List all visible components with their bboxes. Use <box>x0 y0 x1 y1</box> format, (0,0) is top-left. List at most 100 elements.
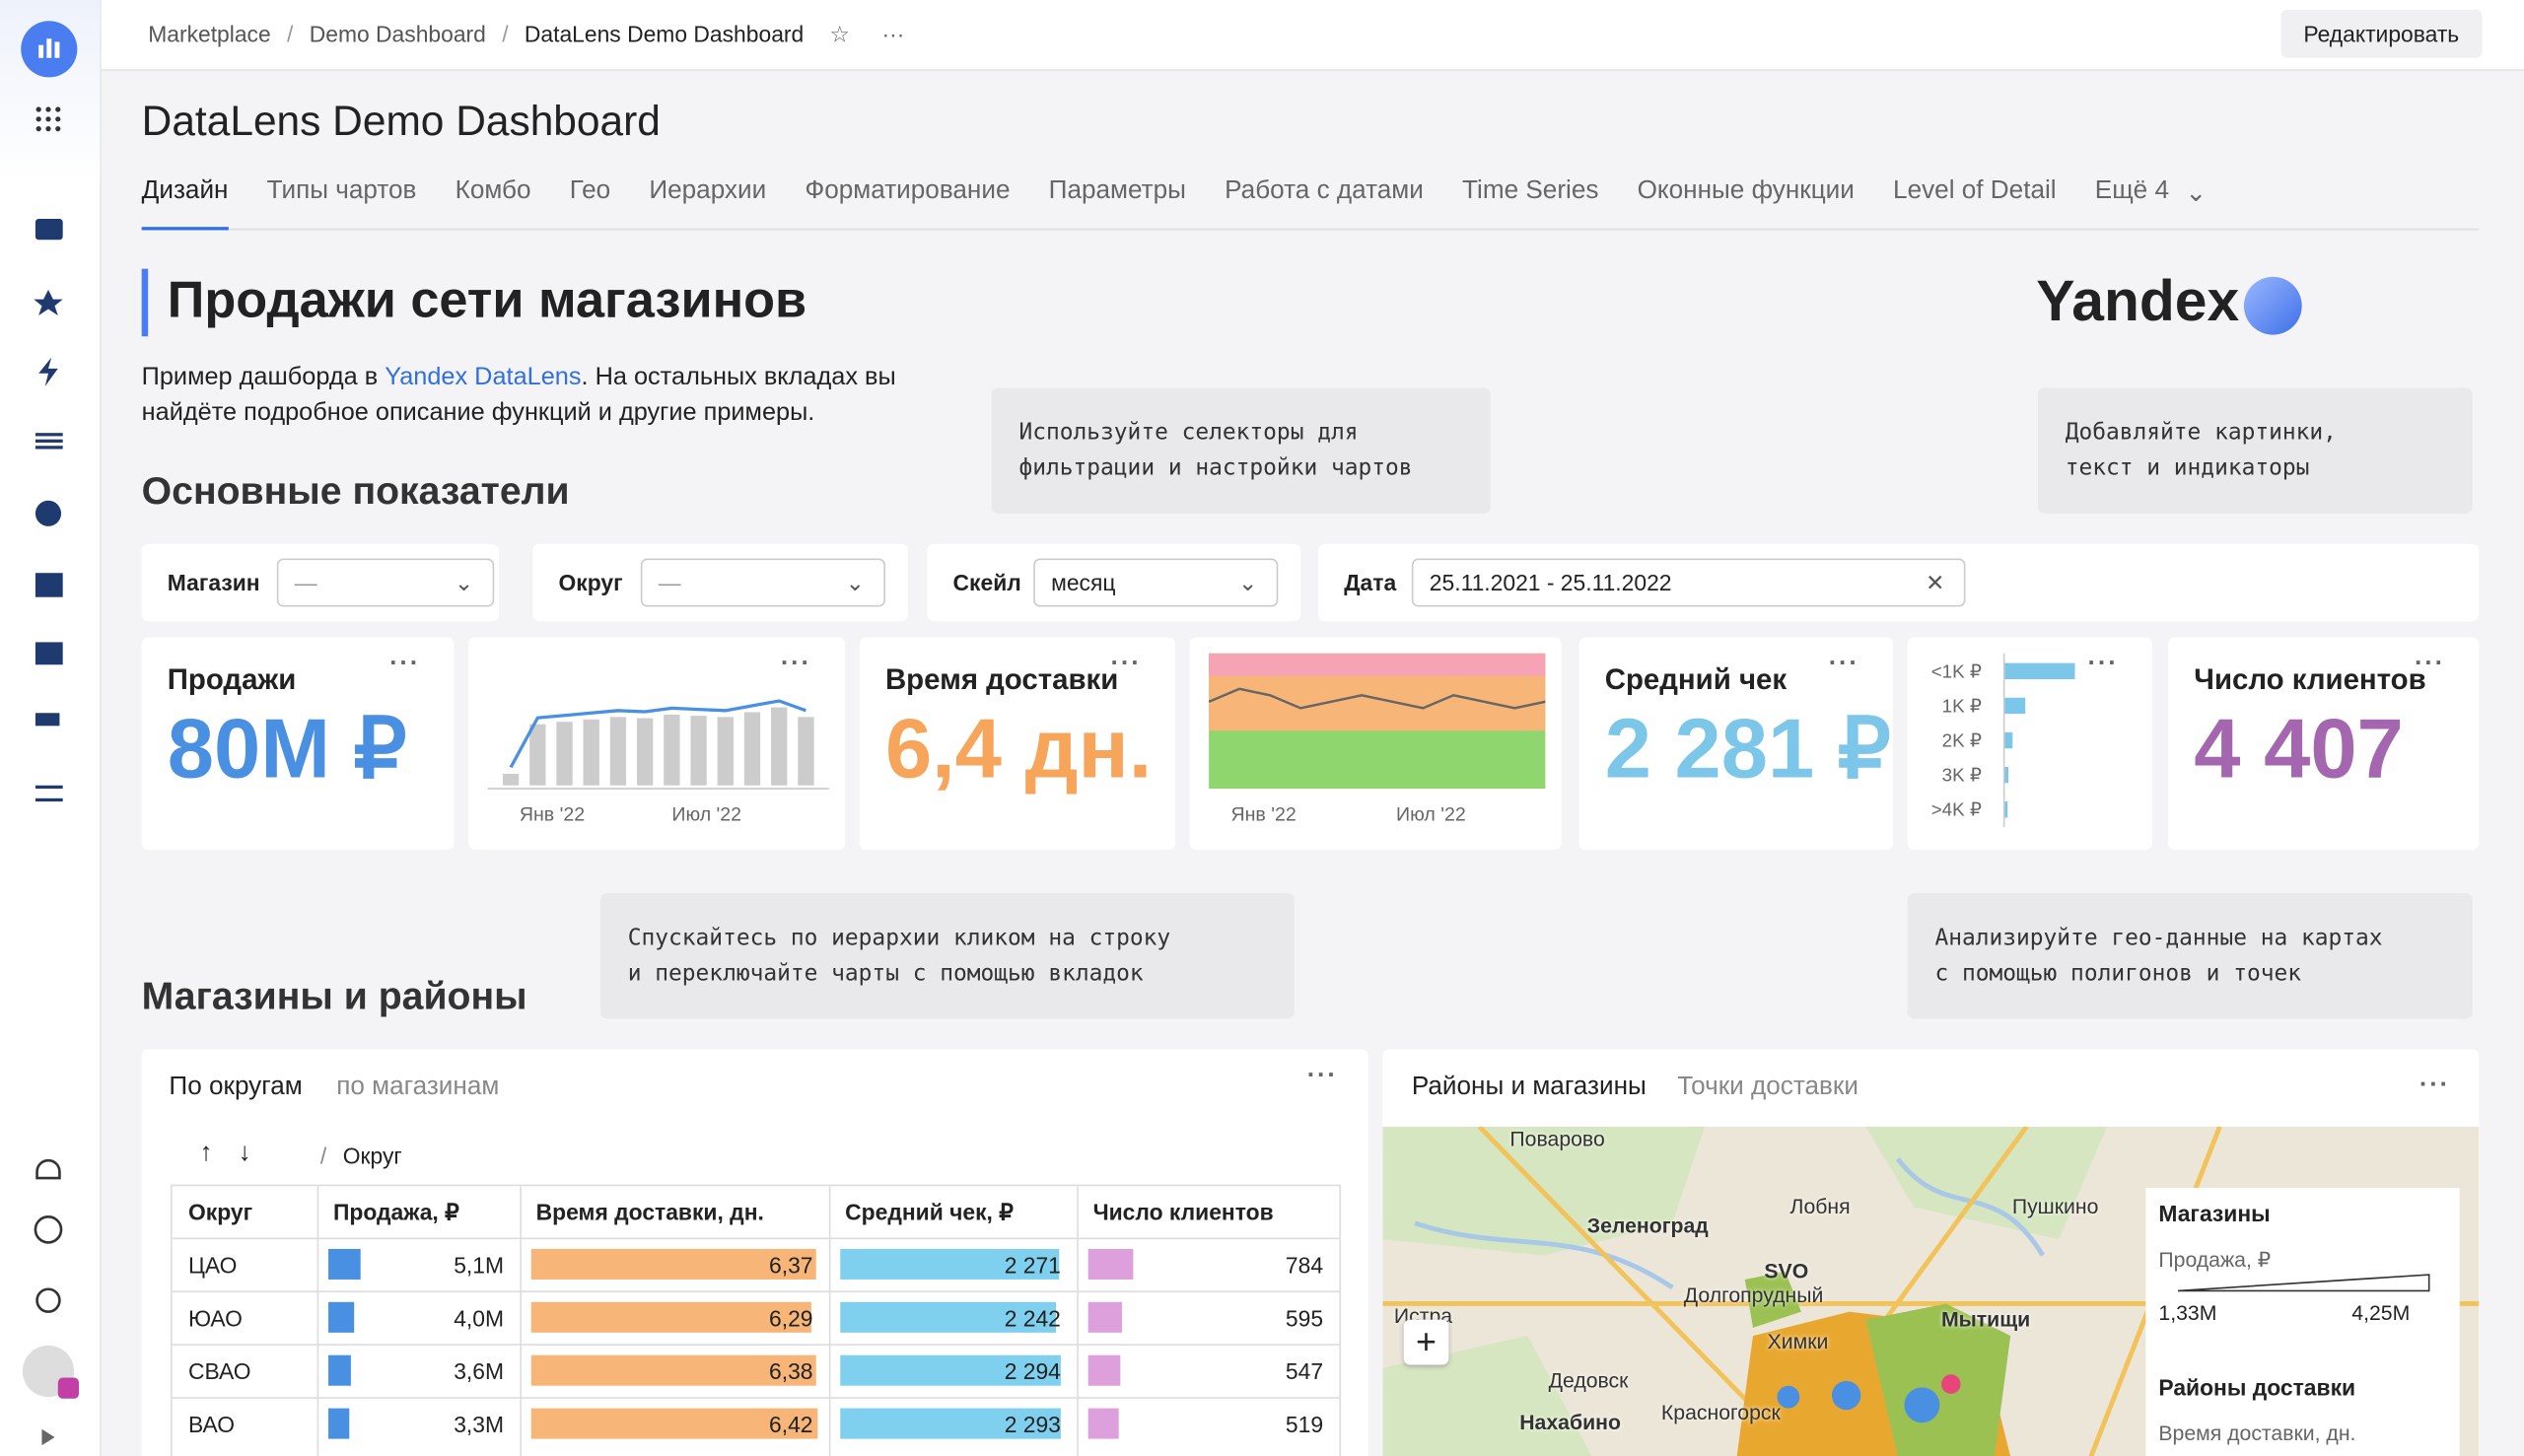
widget-tab[interactable]: по магазинам <box>336 1073 500 1101</box>
tab[interactable]: Параметры <box>1048 176 1186 205</box>
cell: 4,0M <box>454 1305 505 1332</box>
zoom-button[interactable]: + <box>1403 1319 1449 1365</box>
cell-bar <box>1087 1354 1120 1386</box>
note: Используйте селекторы для фильтрации и на… <box>991 387 1491 514</box>
menu-dots[interactable]: ··· <box>1828 650 1859 678</box>
cell: 784 <box>1285 1252 1324 1279</box>
legend-wedge <box>2177 1274 2430 1292</box>
cell-bar <box>530 1301 812 1333</box>
kpi-value: 2 281 ₽ <box>1604 703 1891 797</box>
x-tick-label: Янв '22 <box>520 804 585 826</box>
edit-button[interactable]: Редактировать <box>2280 9 2483 58</box>
cell-bar <box>328 1301 354 1333</box>
dashboard-title: DataLens Demo Dashboard <box>141 96 661 145</box>
widget <box>2168 637 2480 851</box>
cell: 2 242 <box>1004 1305 1061 1332</box>
col-line <box>828 1186 831 1456</box>
intro-link[interactable]: Yandex DataLens <box>385 363 582 391</box>
tab[interactable]: Level of Detail <box>1893 176 2057 205</box>
selector-panel <box>141 543 500 622</box>
menu-dots[interactable]: ··· <box>389 650 421 678</box>
bar <box>771 707 788 786</box>
cell-bar <box>328 1354 352 1386</box>
bar <box>2003 731 2013 749</box>
cell[interactable]: СВАО <box>188 1357 251 1385</box>
table: Округ Продажа, ₽ Время доставки, дн. Средни… <box>171 1184 1341 1456</box>
tab[interactable]: Дизайн <box>141 177 229 231</box>
kpi-value: 4 407 <box>2194 703 2404 797</box>
bar <box>690 716 707 786</box>
legend-max: 4,25M <box>2351 1300 2411 1325</box>
menu-dots[interactable]: ··· <box>2414 650 2445 678</box>
tab[interactable]: Типы чартов <box>266 176 417 205</box>
selector-input[interactable]: месяц ⌄ <box>1033 558 1279 607</box>
y-tick-label: 2K ₽ <box>1942 730 1982 751</box>
selector-label: Магазин <box>167 569 260 596</box>
y-tick-label: 1K ₽ <box>1942 695 1982 716</box>
cell: 3,6M <box>454 1357 505 1385</box>
drill-crumb: Округ <box>342 1143 402 1169</box>
sales-chart: Янв '22 Июл '22 <box>487 699 829 826</box>
cell-bar <box>328 1408 350 1439</box>
place-label: Красногорск <box>1660 1400 1781 1424</box>
legend-measure: Продажа, ₽ <box>2158 1247 2272 1272</box>
cell: 6,42 <box>769 1411 813 1437</box>
menu-dots[interactable]: ··· <box>2419 1072 2450 1100</box>
selector-icon: ⌄ <box>454 569 473 596</box>
breadcrumb[interactable]: DataLens Demo Dashboard <box>524 21 805 47</box>
intro-text: Пример дашборда в Yandex DataLens. На ос… <box>142 361 946 432</box>
store <box>1831 1380 1861 1411</box>
breadcrumb[interactable]: Marketplace <box>148 21 271 47</box>
cell: 5,1M <box>454 1252 505 1279</box>
selector-input[interactable]: — ⌄ <box>640 558 885 607</box>
tab[interactable]: Иерархии <box>649 176 767 205</box>
top-bar: Marketplace / Demo Dashboard / DataLens Demo… <box>101 0 2524 71</box>
tab[interactable]: Time Series <box>1462 176 1599 205</box>
note-line: и переключайте чарты с помощью вкладок <box>627 960 1144 987</box>
selector-icon: ⌄ <box>1237 569 1258 596</box>
breadcrumb[interactable]: Demo Dashboard <box>309 21 486 47</box>
tab[interactable]: Комбо <box>455 176 531 205</box>
band <box>1209 653 1546 676</box>
forest <box>1382 1126 2108 1456</box>
cell: 547 <box>1285 1357 1324 1385</box>
selector-input[interactable]: — ⌄ <box>276 558 495 607</box>
cell[interactable]: ВАО <box>188 1411 236 1437</box>
menu-dots[interactable]: ··· <box>2087 650 2119 678</box>
widget-tab[interactable]: По округам <box>169 1073 303 1101</box>
cell[interactable]: ЮАО <box>188 1305 243 1332</box>
cell: 595 <box>1285 1305 1324 1332</box>
row-line <box>172 1237 1340 1240</box>
selector-input[interactable]: 25.11.2021 - 25.11.2022 ✕ <box>1411 558 1966 607</box>
widget-tab[interactable]: Районы и магазины <box>1411 1073 1647 1101</box>
menu-dots[interactable]: ··· <box>1306 1062 1338 1090</box>
column-header: Округ <box>188 1199 253 1225</box>
widget <box>1578 637 1893 851</box>
bar <box>717 717 734 786</box>
kpi-title: Продажи <box>167 662 297 696</box>
tab[interactable]: Ещё 4 <box>2094 176 2169 205</box>
cell[interactable]: ЦАО <box>188 1252 238 1279</box>
place-label: Химки <box>1767 1329 1829 1354</box>
bar <box>502 773 520 786</box>
bar <box>2003 801 2008 818</box>
cell: 2 294 <box>1004 1357 1061 1385</box>
kpi-value: 6,4 дн. <box>884 703 1153 797</box>
menu-dots[interactable]: ··· <box>1110 650 1142 678</box>
place-label: Лобня <box>1789 1194 1851 1218</box>
row-line <box>172 1397 1340 1399</box>
selector-icon: ⌄ <box>845 569 865 596</box>
menu-dots[interactable]: ··· <box>780 650 811 678</box>
bar <box>609 717 627 786</box>
tab[interactable]: Форматирование <box>805 176 1011 205</box>
tab[interactable]: Оконные функции <box>1637 176 1855 205</box>
tab[interactable]: Гео <box>569 176 611 205</box>
widget-tab[interactable]: Точки доставки <box>1677 1073 1858 1101</box>
cell-bar <box>840 1408 1061 1439</box>
widget <box>859 637 1175 851</box>
widget <box>141 637 455 851</box>
cell: 2 271 <box>1004 1252 1061 1279</box>
place-label: Долгопрудный <box>1683 1283 1824 1307</box>
tab[interactable]: Работа с датами <box>1225 176 1424 205</box>
tab-bar: Дизайн Типы чартов Комбо Гео Иерархии Формати… <box>141 176 2480 231</box>
